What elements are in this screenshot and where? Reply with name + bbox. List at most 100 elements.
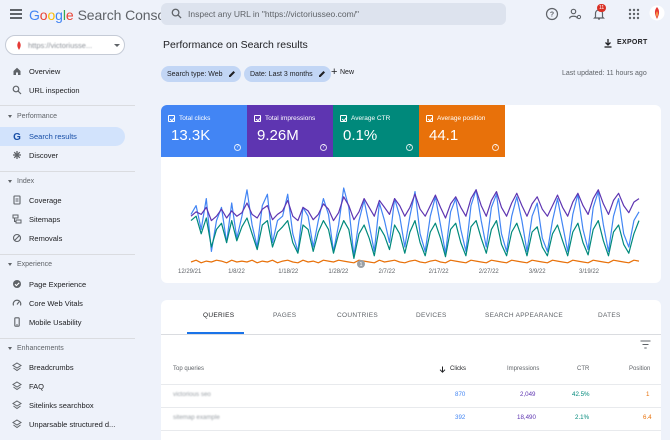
x-axis-tick-label: 2/27/22: [478, 269, 499, 275]
checkbox-icon[interactable]: [426, 115, 433, 122]
section-toggle-index[interactable]: Index: [0, 175, 125, 189]
phone-icon: [14, 317, 20, 327]
help-icon[interactable]: ?: [406, 144, 413, 151]
url-inspection-search[interactable]: [161, 3, 506, 25]
x-axis-tick-label: 1/18/22: [278, 269, 299, 275]
x-axis-tick-label: 2/17/22: [428, 269, 449, 275]
tab-divider: [161, 334, 661, 335]
series-line-impressions: [190, 189, 640, 222]
tab-pages[interactable]: PAGES: [273, 312, 297, 319]
sidebar-item-sitemaps[interactable]: Sitemaps: [0, 210, 125, 229]
menu-icon[interactable]: [10, 9, 22, 19]
sidebar-item-faq[interactable]: FAQ: [0, 377, 125, 396]
search-input[interactable]: [188, 6, 498, 22]
tab-countries[interactable]: COUNTRIES: [337, 312, 378, 319]
sidebar-item-mobile-usability[interactable]: Mobile Usability: [0, 313, 125, 332]
collapse-arrow-icon: [8, 347, 12, 350]
asterisk-icon: [13, 151, 21, 159]
export-button[interactable]: EXPORT: [617, 39, 648, 46]
column-header-position[interactable]: Position: [629, 366, 651, 372]
search-icon: [12, 85, 22, 95]
checkbox-icon[interactable]: [168, 115, 175, 122]
section-toggle-performance[interactable]: Performance: [0, 110, 125, 124]
account-avatar-icon[interactable]: [649, 5, 665, 21]
sidebar-item-sitelinks-searchbox[interactable]: Sitelinks searchbox: [0, 396, 125, 415]
ctr-cell: 2.1%: [575, 414, 590, 421]
sidebar-item-breadcrumbs[interactable]: Breadcrumbs: [0, 358, 125, 377]
series-line-ctr: [190, 215, 640, 260]
user-settings-icon[interactable]: [568, 7, 582, 21]
edit-pencil-icon: [229, 71, 235, 77]
google-g-icon: G: [13, 132, 21, 141]
filter-chip-date[interactable]: Date: Last 3 months: [244, 66, 331, 82]
help-icon[interactable]: ?: [492, 144, 499, 151]
sidebar-item-removals[interactable]: Removals: [0, 229, 125, 248]
metric-total-clicks[interactable]: Total clicks 13.3K ?: [161, 105, 247, 157]
clicks-cell: 392: [455, 414, 466, 421]
metric-average-ctr[interactable]: Average CTR 0.1% ?: [333, 105, 419, 157]
help-icon[interactable]: ?: [234, 144, 241, 151]
checkbox-icon[interactable]: [340, 115, 347, 122]
column-header-clicks[interactable]: Clicks: [450, 366, 466, 372]
sidebar-item-overview[interactable]: Overview: [0, 62, 125, 81]
filter-rows-icon[interactable]: [640, 340, 651, 349]
sidebar-item-discover[interactable]: Discover: [0, 146, 125, 165]
position-cell: 6.4: [643, 414, 652, 421]
property-selector[interactable]: https://victoriusse...: [5, 35, 125, 55]
sidebar-item-search-results[interactable]: G Search results: [0, 127, 125, 146]
x-axis-tick-label: 1/28/22: [328, 269, 349, 275]
edit-pencil-icon: [319, 71, 325, 77]
page-title: Performance on Search results: [163, 39, 308, 51]
app-name: Search Console: [77, 7, 176, 23]
home-icon: [13, 67, 21, 75]
sidebar-item-page-experience[interactable]: Page Experience: [0, 275, 125, 294]
column-header-impressions[interactable]: Impressions: [507, 366, 540, 372]
tab-search-appearance[interactable]: SEARCH APPEARANCE: [485, 312, 564, 319]
position-cell: 1: [646, 391, 650, 398]
sidebar-item-unparsable-structured-data[interactable]: Unparsable structured d...: [0, 415, 125, 434]
removals-icon: [12, 233, 22, 243]
sidebar-divider: [0, 105, 135, 106]
sidebar-item-url-inspection[interactable]: URL inspection: [0, 81, 125, 100]
sidebar-item-coverage[interactable]: Coverage: [0, 191, 125, 210]
section-toggle-experience[interactable]: Experience: [0, 258, 125, 272]
metric-average-position[interactable]: Average position 44.1 ?: [419, 105, 505, 157]
speedometer-icon: [12, 299, 22, 306]
checkbox-icon[interactable]: [254, 115, 261, 122]
layers-icon: [12, 381, 22, 391]
filter-chip-search-type[interactable]: Search type: Web: [161, 66, 241, 82]
clicks-cell: 870: [455, 391, 466, 398]
svg-text:G: G: [13, 132, 21, 141]
coverage-icon: [13, 195, 21, 205]
app-logo[interactable]: Google Search Console: [29, 7, 176, 23]
section-toggle-enhancements[interactable]: Enhancements: [0, 342, 125, 356]
query-cell[interactable]: sitemap example: [173, 414, 220, 421]
new-filter-button[interactable]: New: [340, 69, 355, 76]
sidebar-divider: [0, 338, 135, 339]
metric-total-impressions[interactable]: Total impressions 9.26M ?: [247, 105, 333, 157]
column-header-ctr[interactable]: CTR: [577, 366, 590, 372]
download-icon[interactable]: [603, 38, 613, 48]
sidebar-divider: [0, 171, 135, 172]
help-icon[interactable]: ?: [320, 144, 327, 151]
tab-devices[interactable]: DEVICES: [416, 312, 447, 319]
chart-annotation-marker[interactable]: 1: [357, 260, 365, 268]
property-url: https://victoriusse...: [28, 41, 93, 50]
sidebar: https://victoriusse... Overview URL insp…: [0, 30, 135, 431]
sidebar-item-core-web-vitals[interactable]: Core Web Vitals: [0, 294, 125, 313]
ctr-cell: 42.5%: [572, 391, 590, 398]
page-experience-icon: [13, 280, 21, 288]
column-header-query[interactable]: Top queries: [173, 366, 205, 372]
property-favicon-icon: [17, 41, 21, 50]
series-line-position: [190, 259, 640, 264]
notification-count-badge: 11: [597, 4, 607, 12]
apps-grid-icon[interactable]: [627, 7, 641, 21]
tab-dates[interactable]: DATES: [598, 312, 621, 319]
x-axis-tick-label: 1/8/22: [228, 269, 245, 275]
query-cell[interactable]: victorious seo: [173, 391, 211, 398]
x-axis-tick-label: 12/29/21: [178, 269, 202, 275]
sort-down-arrow-icon[interactable]: [439, 366, 446, 373]
tab-queries[interactable]: QUERIES: [203, 312, 235, 319]
help-icon[interactable]: ?: [545, 7, 559, 21]
